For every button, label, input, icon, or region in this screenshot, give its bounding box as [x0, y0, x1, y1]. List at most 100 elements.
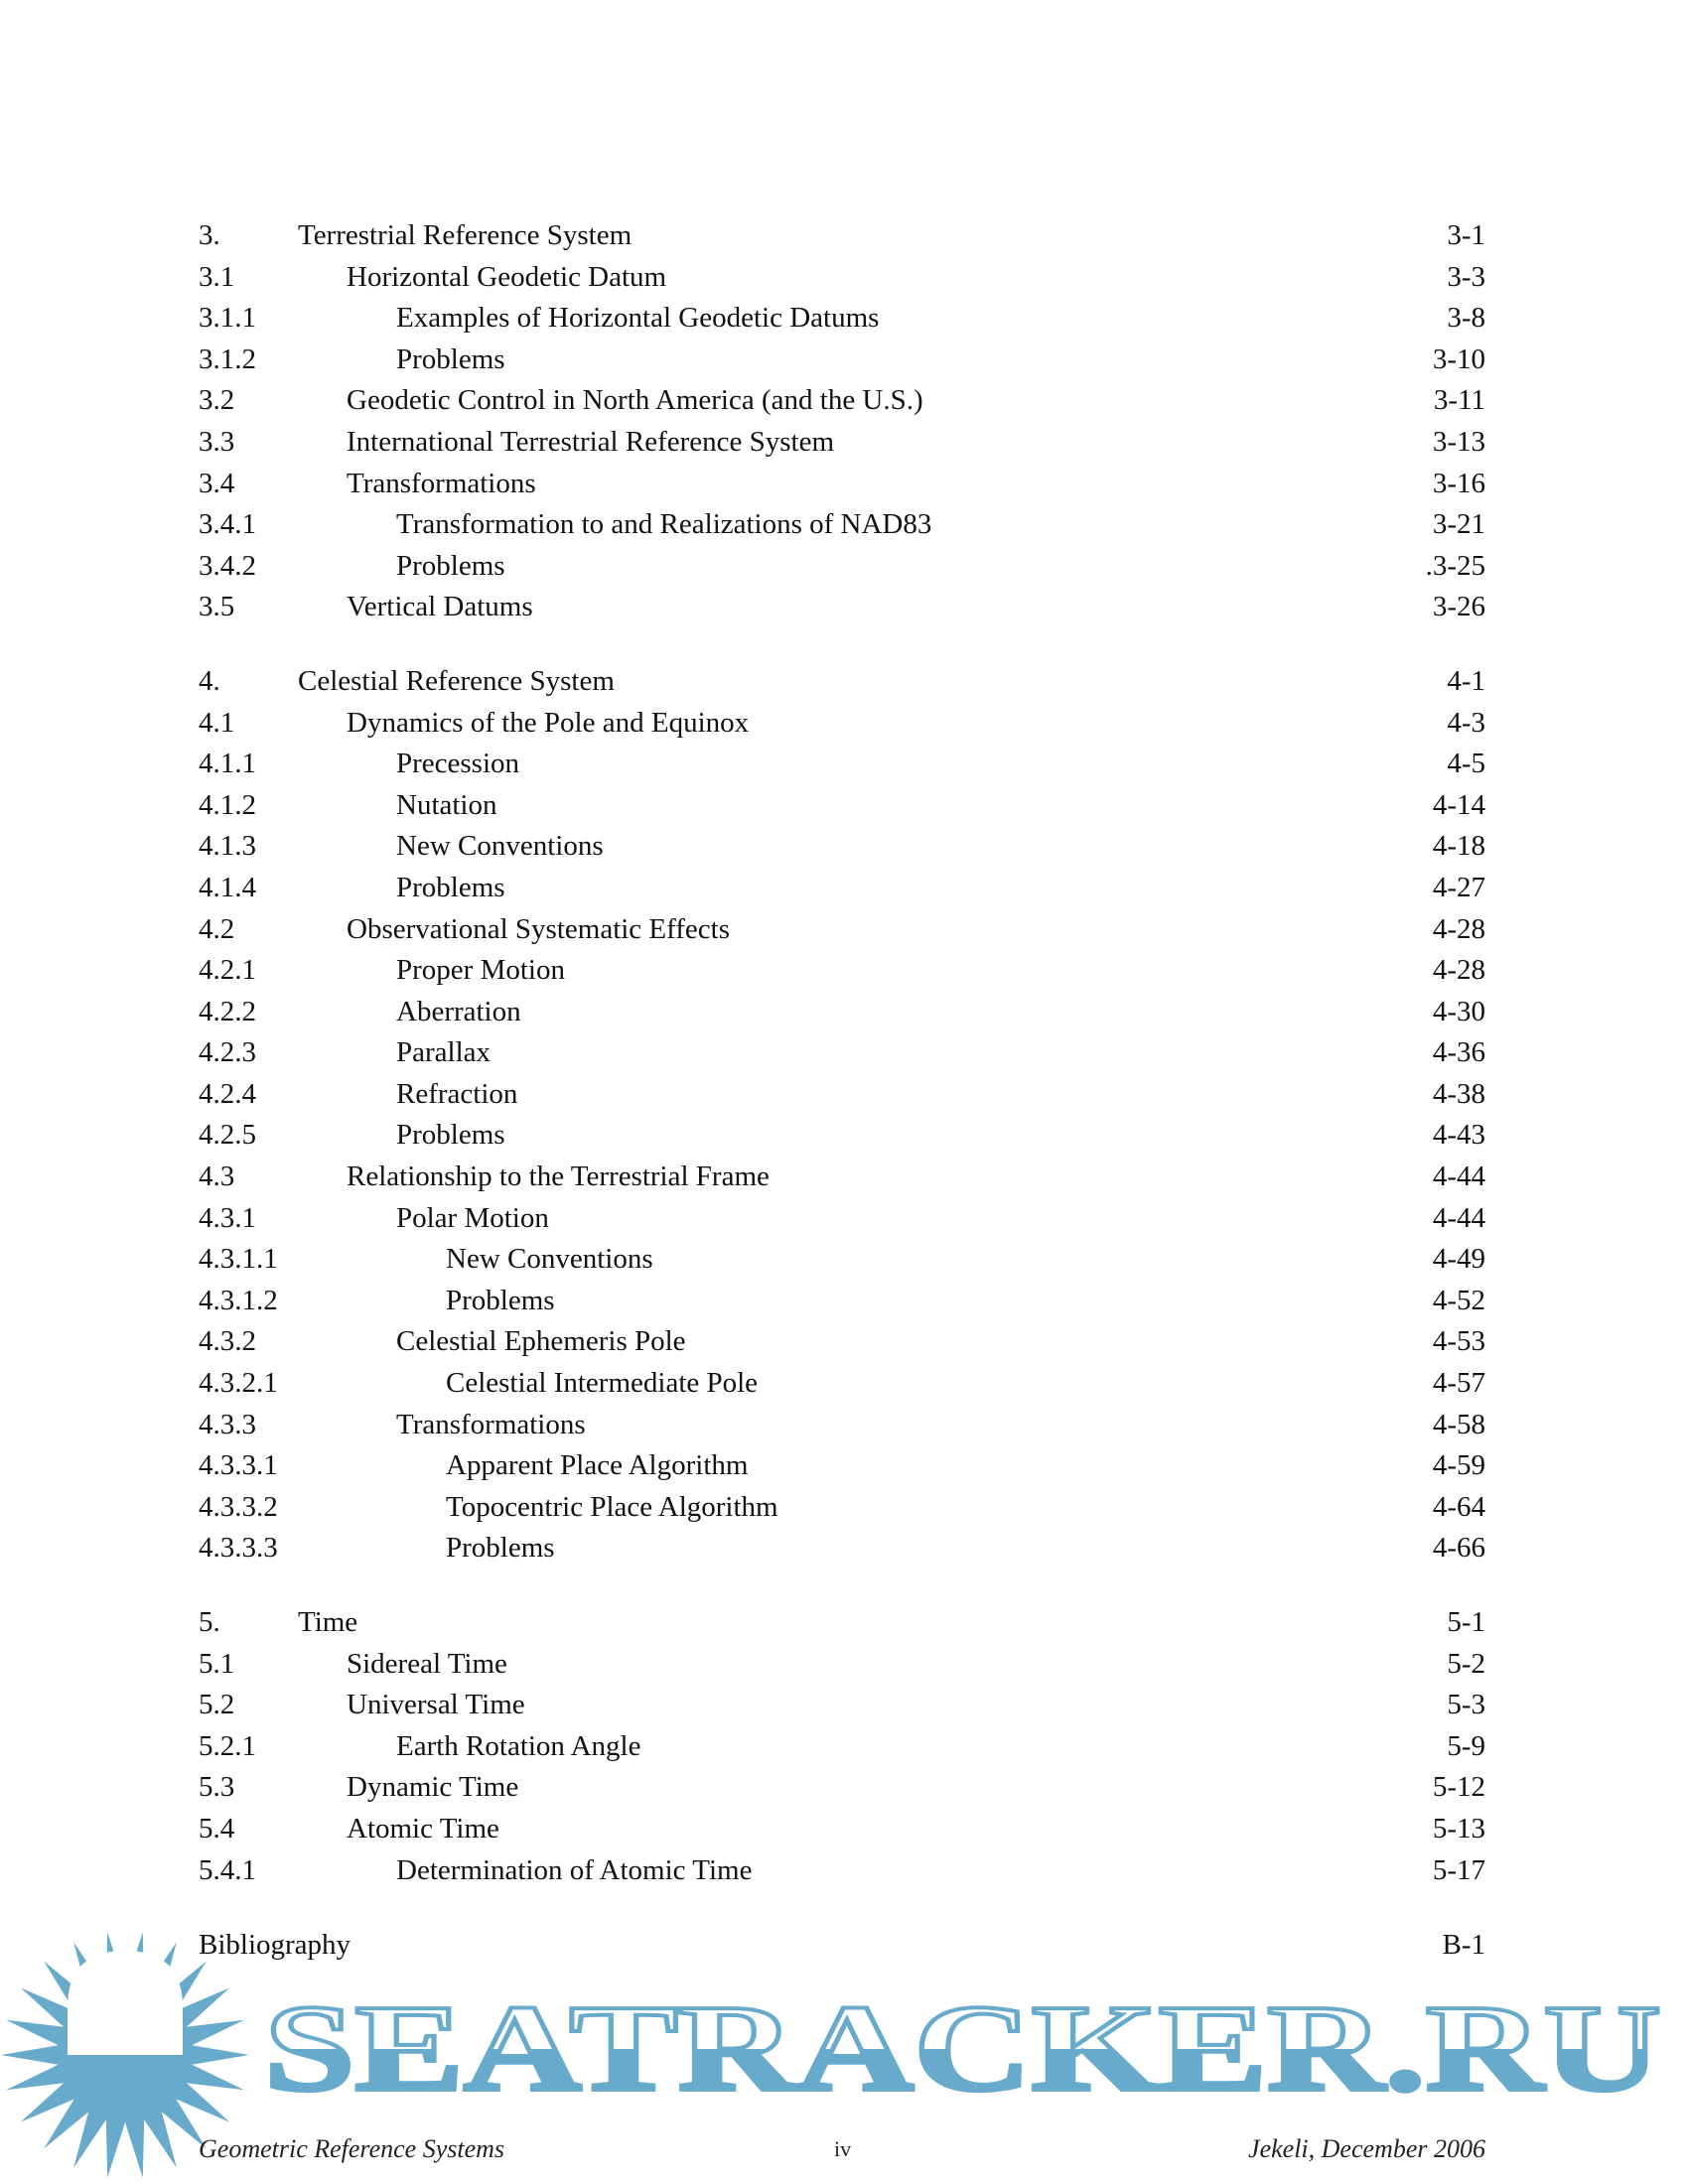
toc-entry[interactable]: 5.4.1 Determination of Atomic Time 5-17 [199, 1850, 1485, 1892]
toc-entry[interactable]: 4.1.3 New Conventions 4-18 [199, 826, 1485, 868]
footer-book-title: Geometric Reference Systems [199, 2134, 505, 2163]
toc-entry-title: Celestial Ephemeris Pole [396, 1325, 686, 1358]
toc-entry[interactable]: 4.3.3.1 Apparent Place Algorithm 4-59 [199, 1445, 1485, 1487]
toc-entry[interactable]: 4.2.4 Refraction 4-38 [199, 1074, 1485, 1116]
toc-entry[interactable]: 4.3.2.1 Celestial Intermediate Pole 4-57 [199, 1363, 1485, 1405]
toc-entry[interactable]: 4.1.2 Nutation 4-14 [199, 785, 1485, 827]
toc-entry[interactable]: 4.3.1 Polar Motion 4-44 [199, 1198, 1485, 1240]
toc-entry[interactable]: 4.2.5 Problems 4-43 [199, 1115, 1485, 1157]
toc-entry-page: 4-28 [1432, 912, 1485, 945]
toc-entry-page: 3-13 [1432, 425, 1485, 458]
toc-entry-title: Precession [396, 748, 520, 780]
toc-entry[interactable]: 3.2 Geodetic Control in North America (an… [199, 380, 1485, 422]
toc-entry-number: 4.3.3.3 [199, 1532, 278, 1565]
toc-entry[interactable]: 5.1 Sidereal Time 5-2 [199, 1644, 1485, 1686]
toc-entry-page: 5-17 [1432, 1853, 1485, 1886]
toc-entry-number: 4.2.4 [199, 1077, 256, 1110]
toc-entry-number: 5.2.1 [199, 1729, 256, 1762]
toc-entry-title: Bibliography [199, 1929, 352, 1961]
toc-entry-title: Aberration [396, 995, 521, 1027]
toc-entry-title: Celestial Intermediate Pole [446, 1367, 759, 1400]
toc-entry[interactable]: 3. Terrestrial Reference System 3-1 [199, 215, 1485, 257]
toc-entry[interactable]: 4.2.1 Proper Motion 4-28 [199, 950, 1485, 992]
toc-entry-number: 4.2.1 [199, 954, 256, 987]
toc-entry-page: 4-28 [1432, 954, 1485, 987]
toc-entry-number: 3.3 [199, 425, 235, 458]
toc-entry[interactable]: 3.1 Horizontal Geodetic Datum 3-3 [199, 257, 1485, 299]
toc-entry-page: 5-3 [1447, 1689, 1485, 1721]
toc-entry[interactable]: 3.1.2 Problems 3-10 [199, 340, 1485, 381]
toc-entry[interactable]: 4.2.3 Parallax 4-36 [199, 1032, 1485, 1074]
toc-entry[interactable]: 4.1.4 Problems 4-27 [199, 868, 1485, 909]
toc-entry-number: 4.3.1.2 [199, 1284, 278, 1316]
toc-entry[interactable]: 3.4.1 Transformation to and Realizations … [199, 504, 1485, 546]
toc-entry-number: 3.1 [199, 260, 235, 293]
toc-entry[interactable]: 3.3 International Terrestrial Reference S… [199, 422, 1485, 464]
toc-entry[interactable]: 4.3.3 Transformations 4-58 [199, 1405, 1485, 1446]
toc-entry-page: 4-49 [1432, 1243, 1485, 1276]
toc-entry[interactable]: 4.1 Dynamics of the Pole and Equinox 4-3 [199, 703, 1485, 745]
toc-entry-bibliography[interactable]: Bibliography B-1 [199, 1925, 1485, 1967]
toc-entry-title: International Terrestrial Reference Syst… [347, 425, 835, 458]
toc-entry-number: 3.2 [199, 384, 235, 417]
toc-entry-title: New Conventions [396, 830, 604, 863]
toc-entry-number: 4.3.1 [199, 1201, 256, 1234]
toc-entry-title: New Conventions [446, 1243, 653, 1276]
toc-entry-page: 4-30 [1432, 995, 1485, 1027]
toc-entry-page: 5-9 [1447, 1729, 1485, 1762]
toc-entry[interactable]: 4. Celestial Reference System 4-1 [199, 661, 1485, 703]
toc-entry[interactable]: 5.3 Dynamic Time 5-12 [199, 1767, 1485, 1809]
watermark-logo: SEATRACKER.RU [1, 1932, 1663, 2178]
toc-entry-page: 3-8 [1447, 302, 1485, 335]
toc-entry-title: Refraction [396, 1077, 518, 1110]
toc-entry-page: 4-43 [1432, 1119, 1485, 1152]
toc-entry-number: 4.2 [199, 912, 235, 945]
toc-entry[interactable]: 4.1.1 Precession 4-5 [199, 744, 1485, 785]
toc-entry-page: 3-16 [1432, 467, 1485, 499]
toc-entry[interactable]: 4.3.3.3 Problems 4-66 [199, 1528, 1485, 1570]
toc-entry-number: 4.3.3.1 [199, 1449, 278, 1482]
toc-entry-title: Relationship to the Terrestrial Frame [347, 1160, 770, 1193]
toc-entry[interactable]: 4.3 Relationship to the Terrestrial Frame… [199, 1157, 1485, 1198]
toc-entry-number: 3. [199, 219, 220, 251]
toc-entry[interactable]: 4.3.1.2 Problems 4-52 [199, 1281, 1485, 1322]
toc-entry[interactable]: 5.2.1 Earth Rotation Angle 5-9 [199, 1726, 1485, 1768]
toc-entry-number: 4.1.1 [199, 748, 256, 780]
toc-entry-number: 4.2.3 [199, 1036, 256, 1069]
toc-entry-title: Earth Rotation Angle [396, 1729, 641, 1762]
toc-entry[interactable]: 4.3.2 Celestial Ephemeris Pole 4-53 [199, 1321, 1485, 1363]
toc-entry-number: 3.1.2 [199, 342, 256, 375]
toc-entry-page: 3-10 [1432, 342, 1485, 375]
toc-entry-number: 3.5 [199, 591, 235, 623]
toc-entry-title: Polar Motion [396, 1201, 549, 1234]
toc-entry-number: 3.4.1 [199, 508, 256, 541]
toc-entry-page: 4-53 [1432, 1325, 1485, 1358]
toc-entry-page: 3-3 [1447, 260, 1485, 293]
toc-entry[interactable]: 5.4 Atomic Time 5-13 [199, 1809, 1485, 1850]
toc-entry-title: Examples of Horizontal Geodetic Datums [396, 302, 880, 335]
toc-entry-title: Transformation to and Realizations of NA… [396, 508, 932, 541]
toc-entry[interactable]: 5.2 Universal Time 5-3 [199, 1685, 1485, 1726]
toc-entry[interactable]: 4.2.2 Aberration 4-30 [199, 992, 1485, 1033]
toc-entry[interactable]: 4.3.1.1 New Conventions 4-49 [199, 1239, 1485, 1281]
toc-entry-page: 4-14 [1432, 788, 1485, 821]
toc-entry-number: 3.4.2 [199, 549, 256, 582]
toc-entry-page: 4-57 [1432, 1367, 1485, 1400]
toc-entry[interactable]: 5. Time 5-1 [199, 1602, 1485, 1644]
toc-entry[interactable]: 4.2 Observational Systematic Effects 4-28 [199, 909, 1485, 951]
toc-entry[interactable]: 3.5 Vertical Datums 3-26 [199, 587, 1485, 628]
toc-entry-title: Parallax [396, 1036, 492, 1069]
toc-entry-number: 5.4.1 [199, 1853, 256, 1886]
toc-entry-page: 4-38 [1432, 1077, 1485, 1110]
toc-entry-title: Problems [396, 871, 505, 903]
toc-entry[interactable]: 3.4.2 Problems .3-25 [199, 546, 1485, 588]
toc-entry-page: 4-44 [1432, 1201, 1485, 1234]
toc-entry[interactable]: 3.4 Transformations 3-16 [199, 464, 1485, 505]
toc-entry-title: Problems [396, 549, 505, 582]
toc-entry[interactable]: 4.3.3.2 Topocentric Place Algorithm 4-64 [199, 1487, 1485, 1529]
toc-entry-title: Sidereal Time [347, 1647, 507, 1680]
footer-page-number: iv [834, 2136, 852, 2161]
toc-entry[interactable]: 3.1.1 Examples of Horizontal Geodetic Dat… [199, 298, 1485, 340]
footer-author-date: Jekeli, December 2006 [1248, 2134, 1485, 2163]
toc-entry-number: 5. [199, 1606, 220, 1638]
